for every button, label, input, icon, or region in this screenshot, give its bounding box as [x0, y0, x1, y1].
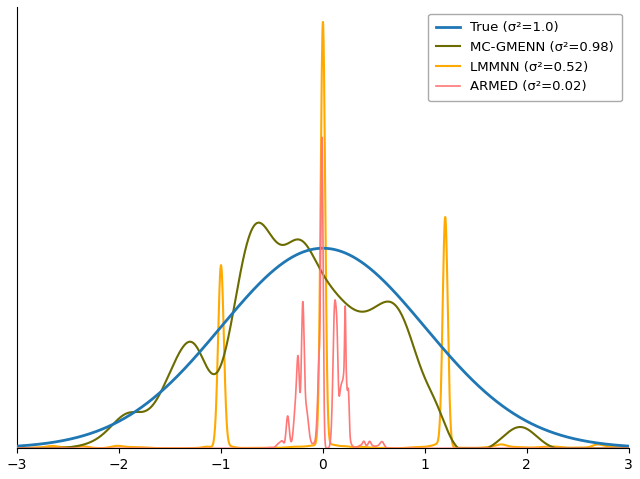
- LMMNN (σ²=0.52): [13, 445, 21, 451]
- MC-GMENN (σ²=0.98): [83, 441, 91, 446]
- LMMNN (σ²=0.52): [83, 444, 91, 450]
- Line: ARMED (σ²=0.02): ARMED (σ²=0.02): [17, 137, 628, 448]
- ARMED (σ²=0.02): [613, 445, 621, 451]
- ARMED (σ²=0.02): [625, 445, 632, 451]
- True (σ²=1.0): [547, 429, 555, 435]
- LMMNN (σ²=0.52): [319, 19, 327, 25]
- True (σ²=1.0): [119, 416, 127, 422]
- MC-GMENN (σ²=0.98): [613, 445, 621, 451]
- LMMNN (σ²=0.52): [613, 443, 621, 449]
- True (σ²=1.0): [613, 442, 621, 448]
- ARMED (σ²=0.02): [13, 445, 21, 451]
- MC-GMENN (σ²=0.98): [119, 412, 127, 418]
- True (σ²=1.0): [83, 432, 91, 437]
- MC-GMENN (σ²=0.98): [13, 445, 21, 451]
- Line: True (σ²=1.0): True (σ²=1.0): [17, 248, 628, 446]
- True (σ²=1.0): [248, 289, 255, 295]
- ARMED (σ²=0.02): [547, 445, 555, 451]
- LMMNN (σ²=0.52): [248, 445, 255, 451]
- LMMNN (σ²=0.52): [119, 444, 127, 449]
- ARMED (σ²=0.02): [83, 445, 91, 451]
- True (σ²=1.0): [13, 443, 21, 449]
- LMMNN (σ²=0.52): [625, 445, 632, 451]
- True (σ²=1.0): [275, 264, 282, 270]
- Line: MC-GMENN (σ²=0.98): MC-GMENN (σ²=0.98): [17, 223, 628, 448]
- MC-GMENN (σ²=0.98): [547, 444, 555, 449]
- Line: LMMNN (σ²=0.52): LMMNN (σ²=0.52): [17, 22, 628, 448]
- LMMNN (σ²=0.52): [275, 445, 282, 451]
- MC-GMENN (σ²=0.98): [275, 240, 282, 246]
- MC-GMENN (σ²=0.98): [255, 220, 262, 226]
- True (σ²=1.0): [625, 443, 632, 449]
- ARMED (σ²=0.02): [318, 135, 326, 140]
- Legend: True (σ²=1.0), MC-GMENN (σ²=0.98), LMMNN (σ²=0.52), ARMED (σ²=0.02): True (σ²=1.0), MC-GMENN (σ²=0.98), LMMNN…: [428, 13, 622, 101]
- MC-GMENN (σ²=0.98): [248, 227, 255, 233]
- MC-GMENN (σ²=0.98): [454, 445, 462, 451]
- MC-GMENN (σ²=0.98): [625, 445, 632, 451]
- ARMED (σ²=0.02): [275, 441, 282, 446]
- ARMED (σ²=0.02): [119, 445, 127, 451]
- LMMNN (σ²=0.52): [547, 444, 555, 449]
- ARMED (σ²=0.02): [248, 445, 255, 451]
- True (σ²=1.0): [319, 245, 326, 251]
